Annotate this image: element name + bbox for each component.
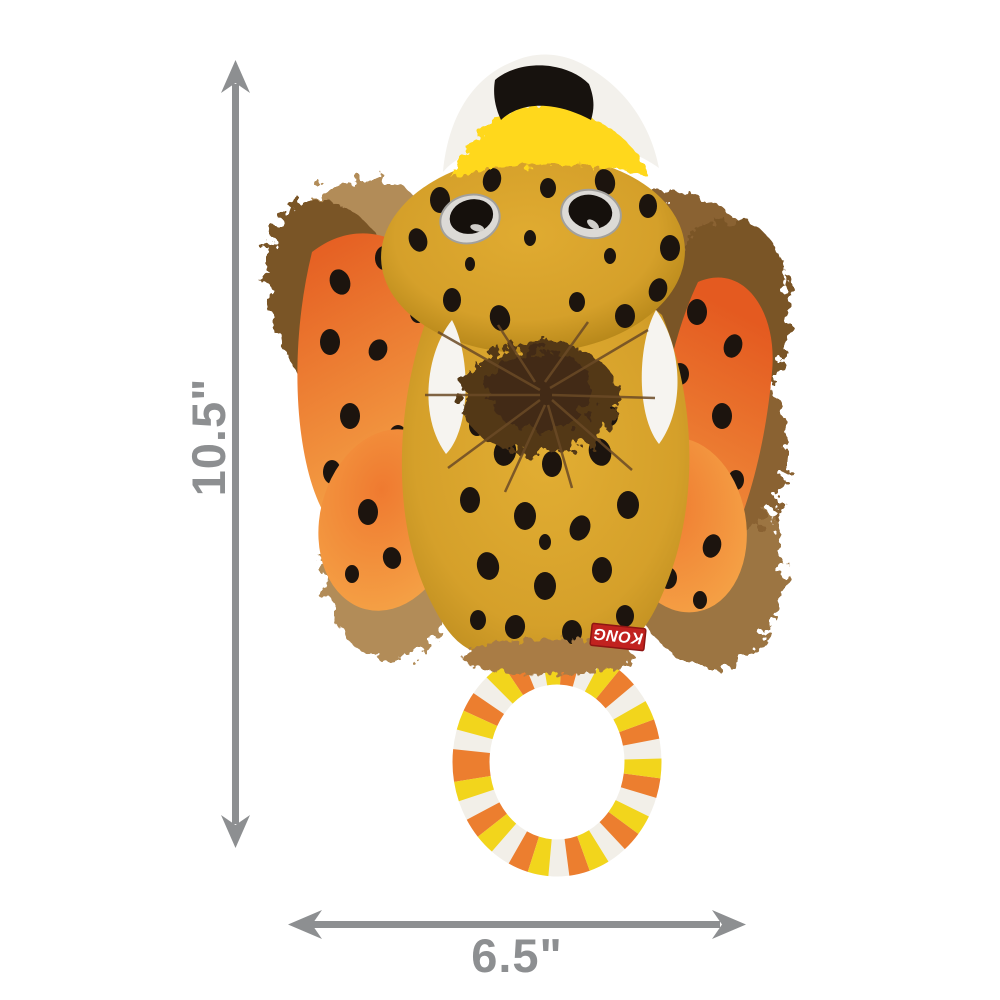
head-crest <box>443 54 659 179</box>
crest-yellow-tuft <box>452 103 648 179</box>
arrow-up-icon <box>221 60 250 93</box>
left-tusk <box>428 320 466 454</box>
height-dimension-label: 10.5" <box>182 378 235 497</box>
body-spot-pattern <box>460 406 639 644</box>
plush-toy: KONG <box>265 54 790 877</box>
crest-black-patch <box>494 65 594 120</box>
arrow-right-icon <box>712 910 746 939</box>
tusks <box>428 310 678 454</box>
brand-tag: KONG <box>589 622 647 652</box>
belly-fringe-fur <box>462 639 634 675</box>
brand-tag-label: KONG <box>592 624 644 646</box>
height-dimension-line <box>232 84 239 824</box>
right-tusk <box>641 310 678 444</box>
right-eye <box>560 188 622 240</box>
left-eye <box>439 193 501 245</box>
arrow-down-icon <box>221 815 250 848</box>
beard-wisps <box>425 321 656 493</box>
width-dimension-line <box>312 921 720 928</box>
rope-yellow-twist <box>452 647 662 877</box>
arrow-left-icon <box>288 910 322 939</box>
width-dimension-label: 6.5" <box>471 929 563 982</box>
head-spot-pattern <box>408 168 680 331</box>
beard-fur <box>425 321 656 493</box>
rope-ring <box>452 647 662 877</box>
width-dimension: 6.5" <box>288 910 746 982</box>
height-dimension: 10.5" <box>182 60 250 848</box>
